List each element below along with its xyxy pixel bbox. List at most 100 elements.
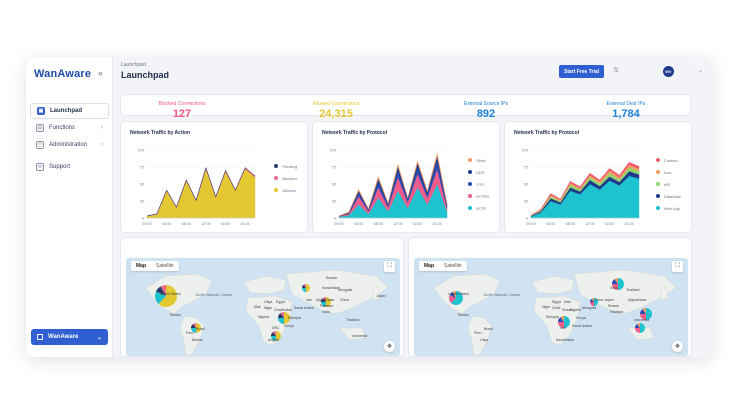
map-pie-slice[interactable]	[646, 308, 652, 320]
legend-item[interactable]: UDP	[467, 166, 489, 178]
map-pie-slice[interactable]	[302, 284, 306, 288]
map-pie-slice[interactable]	[271, 331, 276, 336]
map-pie-slice[interactable]	[321, 302, 326, 307]
map-pie-slice[interactable]	[280, 312, 284, 318]
breadcrumb[interactable]: Launchpad	[121, 62, 146, 68]
map-pie-slice[interactable]	[591, 298, 594, 302]
map-pie-slice[interactable]	[158, 285, 177, 307]
map-pie-slice[interactable]	[271, 336, 276, 341]
pan-control-icon[interactable]: ✥	[384, 341, 395, 352]
country-label: Kenya	[284, 324, 294, 328]
country-label: United States	[160, 292, 182, 296]
fullscreen-icon[interactable]: ⛶	[384, 261, 395, 272]
legend-dot	[655, 194, 660, 198]
map-pie-slice[interactable]	[560, 316, 564, 322]
legend-item[interactable]: Other	[467, 154, 489, 166]
pan-control-icon[interactable]: ✥	[672, 341, 683, 352]
country-label: Kazakhstan	[556, 338, 575, 342]
legend-item[interactable]: HTTPS	[467, 190, 489, 202]
series-area-allowed[interactable]	[146, 168, 256, 219]
map-pie-slice[interactable]	[278, 318, 284, 324]
org-switcher[interactable]: WanAware ⌄	[31, 329, 108, 345]
map-pie-slice[interactable]	[635, 328, 640, 333]
tab-satellite[interactable]: Satellite	[444, 263, 462, 269]
legend-item[interactable]: Blocked	[274, 172, 297, 184]
map-pie-slice[interactable]	[303, 284, 306, 288]
map-pie-slice[interactable]	[323, 297, 326, 302]
legend-item[interactable]: Custom	[655, 154, 681, 166]
map-pie-slice[interactable]	[321, 297, 326, 302]
legend-item[interactable]: HTTP	[467, 202, 489, 214]
legend-item[interactable]: Web App	[655, 202, 681, 214]
map-pie-slice[interactable]	[614, 278, 618, 284]
map-pie-slice[interactable]	[284, 312, 290, 324]
tab-satellite[interactable]: Satellite	[156, 263, 174, 269]
map-pie-slice[interactable]	[642, 308, 646, 314]
chevron-down-icon[interactable]: ⌄	[698, 68, 704, 74]
map-pie-slice[interactable]	[640, 314, 646, 320]
tab-map[interactable]: Map	[136, 263, 146, 269]
series-area-other[interactable]	[338, 153, 448, 217]
map-pie-slice[interactable]	[451, 291, 463, 305]
map-pie-slice[interactable]	[640, 309, 646, 314]
sidebar-item-support[interactable]: ✉ Support	[30, 159, 109, 175]
map-pie-slice[interactable]	[191, 328, 196, 333]
sidebar-item-administration[interactable]: ◫ Administration ›	[30, 137, 109, 153]
map-pie-slice[interactable]	[558, 317, 564, 322]
map-pie-slice[interactable]	[594, 298, 598, 306]
sidebar-item-label: Functions	[49, 125, 76, 131]
map-pie-slice[interactable]	[193, 323, 196, 328]
map-card-source: Map Satellite ⛶ ✥ North Atlantic Ocean U…	[120, 237, 404, 357]
start-free-trial-button[interactable]: Start Free Trial	[559, 65, 604, 78]
country-label: India	[322, 310, 330, 314]
map-pie-slice[interactable]	[452, 291, 456, 298]
map-pie-slice[interactable]	[160, 285, 166, 296]
map-pie-slice[interactable]	[640, 323, 645, 333]
map-pie-slice[interactable]	[306, 284, 310, 292]
legend-item[interactable]: Icon	[655, 166, 681, 178]
map-pie-slice[interactable]	[618, 278, 624, 290]
map-pie-slice[interactable]	[302, 288, 306, 292]
map-pie-slice[interactable]	[276, 331, 281, 341]
tab-map[interactable]: Map	[424, 263, 434, 269]
map-pie-slice[interactable]	[196, 323, 201, 333]
map-pie-slice[interactable]	[558, 322, 564, 328]
world-map[interactable]: Map Satellite ⛶ ✥ North Atlantic Ocean U…	[126, 258, 400, 356]
map-pie-slice[interactable]	[155, 291, 166, 305]
sidebar-item-launchpad[interactable]: ▣ Launchpad	[30, 103, 109, 119]
country-label: Egypt	[552, 300, 561, 304]
legend-item[interactable]: Database	[655, 190, 681, 202]
map-pie-slice[interactable]	[590, 298, 594, 302]
series-area-custom[interactable]	[530, 161, 640, 216]
legend-item[interactable]: Allowed	[274, 184, 297, 196]
country-label: Kazakhstan	[322, 286, 341, 290]
collapse-sidebar-icon[interactable]: «	[98, 68, 104, 78]
legend-item[interactable]: TCP	[467, 178, 489, 190]
map-pie-slice[interactable]	[449, 295, 456, 304]
avatar[interactable]: WV	[663, 66, 674, 77]
map-pie-slice[interactable]	[273, 331, 276, 336]
map-pie-slice[interactable]	[590, 302, 594, 306]
map-pie-slice[interactable]	[612, 279, 618, 284]
fullscreen-icon[interactable]: ⛶	[672, 261, 683, 272]
map-pie-slice[interactable]	[326, 297, 331, 307]
map-pie-slice[interactable]	[637, 323, 640, 328]
map-pie-slice[interactable]	[156, 286, 166, 296]
map-pie-slice[interactable]	[612, 284, 618, 290]
sidebar-item-functions[interactable]: ▤ Functions ›	[30, 120, 109, 136]
legend-item[interactable]: Pending	[274, 160, 297, 172]
map-pie-slice[interactable]	[191, 323, 196, 328]
country-label: DRC	[272, 326, 280, 330]
map-pie-slice[interactable]	[449, 291, 456, 298]
filter-icon[interactable]: ⇅	[613, 67, 619, 74]
map-pie-slice[interactable]	[278, 313, 284, 318]
map-pie-slice[interactable]	[635, 323, 640, 328]
country-label: Saudi Arabia	[294, 306, 314, 310]
map-pie-slice[interactable]	[564, 316, 570, 328]
x-tick-label: 04:00	[546, 222, 556, 226]
legend-item[interactable]: API	[655, 178, 681, 190]
country-label: Indonesia	[634, 318, 650, 322]
world-map[interactable]: Map Satellite ⛶ ✥ North Atlantic Ocean U…	[414, 258, 688, 356]
country-label: Mongolia	[338, 288, 353, 292]
series-area-pending[interactable]	[146, 167, 256, 217]
